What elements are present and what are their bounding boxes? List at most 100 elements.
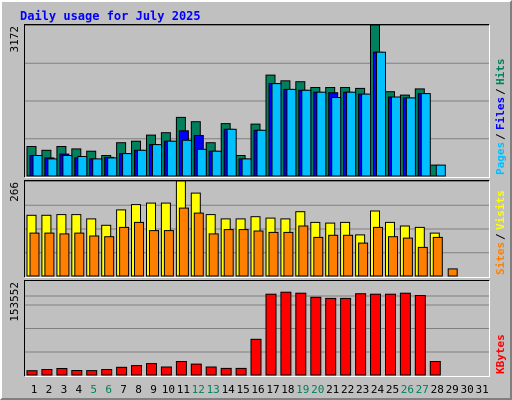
bar-pages-day-25: Pages 25: 1660 xyxy=(391,96,401,177)
bar-pages-day-12: Pages 12: 560 xyxy=(196,148,207,177)
x-label-day-23: 23 xyxy=(356,383,369,396)
x-label-day-20: 20 xyxy=(311,383,324,396)
x-label-day-18: 18 xyxy=(281,383,294,396)
bar-pages-day-3: Pages 3: 430 xyxy=(62,155,73,177)
bar-kbytes-day-7: KBytes 7: 14800 xyxy=(116,366,128,376)
bar-pages-day-17: Pages 17: 1940 xyxy=(271,83,282,177)
bar-pages-day-24: Pages 24: 2600 xyxy=(376,51,386,177)
legend-hits: Hits xyxy=(494,59,507,86)
bar-pages-day-6: Pages 6: 380 xyxy=(107,157,118,177)
bar-pages-day-10: Pages 10: 730 xyxy=(166,140,177,177)
bar-kbytes-day-9: KBytes 9: 22000 xyxy=(146,363,157,376)
bar-kbytes-day-13: KBytes 13: 15500 xyxy=(205,366,217,376)
bar-pages-day-27: Pages 27: 1730 xyxy=(420,93,431,177)
bar-pages-day-5: Pages 5: 360 xyxy=(92,158,103,177)
x-label-day-3: 3 xyxy=(61,383,68,396)
bar-sites-day-22: Sites 22: 114 xyxy=(343,234,354,277)
bar-kbytes-day-2: KBytes 2: 10700 xyxy=(41,369,53,376)
bar-sites-day-7: Sites 7: 136 xyxy=(119,226,130,277)
bar-pages-day-11: Pages 11: 750 xyxy=(181,139,192,177)
bar-pages-day-22: Pages 22: 1760 xyxy=(346,91,357,177)
x-label-day-14: 14 xyxy=(222,383,236,396)
x-label-day-15: 15 xyxy=(236,383,249,396)
bar-pages-day-13: Pages 13: 520 xyxy=(211,150,222,177)
bar-pages-day-16: Pages 16: 960 xyxy=(256,129,267,177)
legend-separator: / xyxy=(494,133,507,140)
bar-sites-day-17: Sites 17: 122 xyxy=(268,231,279,277)
bar-kbytes-day-25: KBytes 25: 156000 xyxy=(385,293,396,376)
bar-pages-day-4: Pages 4: 410 xyxy=(77,156,88,177)
bar-sites-day-23: Sites 23: 92 xyxy=(358,242,369,277)
bar-kbytes-day-8: KBytes 8: 18200 xyxy=(131,365,142,376)
bar-kbytes-day-4: KBytes 4: 8600 xyxy=(71,370,83,376)
x-label-day-6: 6 xyxy=(105,383,112,396)
legend-sites: Sites xyxy=(494,242,507,275)
bar-sites-day-13: Sites 13: 118 xyxy=(208,233,219,277)
bar-kbytes-day-18: KBytes 18: 160000 xyxy=(280,291,292,376)
x-label-day-7: 7 xyxy=(120,383,127,396)
x-label-day-2: 2 xyxy=(46,383,53,396)
bar-pages-day-2: Pages 2: 360 xyxy=(47,158,58,177)
bar-kbytes-day-3: KBytes 3: 12600 xyxy=(56,368,68,376)
bar-pages-day-14: Pages 14: 980 xyxy=(226,128,237,177)
x-label-day-1: 1 xyxy=(31,383,38,396)
bar-kbytes-day-11: KBytes 11: 26000 xyxy=(175,361,187,376)
bar-pages-day-8: Pages 8: 540 xyxy=(137,149,147,177)
bar-sites-day-5: Sites 5: 112 xyxy=(89,235,100,277)
bar-pages-day-1: Pages 1: 430 xyxy=(32,155,43,177)
bar-sites-day-10: Sites 10: 127 xyxy=(163,230,174,277)
x-label-day-27: 27 xyxy=(416,383,429,396)
bar-sites-day-9: Sites 9: 127 xyxy=(149,230,159,277)
x-label-day-24: 24 xyxy=(371,383,385,396)
visits-sites-panel: 266Visits 1: 170Visits 2: 170Visits 3: 1… xyxy=(8,180,490,278)
x-label-day-25: 25 xyxy=(386,383,399,396)
x-label-day-28: 28 xyxy=(431,383,444,396)
legend-separator: / xyxy=(494,233,507,240)
x-label-day-31: 31 xyxy=(475,383,488,396)
legend-separator: / xyxy=(494,88,507,95)
kbytes-panel: 153552KBytes 1: 8400KBytes 2: 10700KByte… xyxy=(8,280,490,377)
bar-pages-day-26: Pages 26: 1640 xyxy=(405,97,416,177)
x-label-day-9: 9 xyxy=(150,383,157,396)
bar-sites-day-19: Sites 19: 140 xyxy=(298,225,309,277)
bar-sites-day-15: Sites 15: 130 xyxy=(238,229,249,277)
x-label-day-29: 29 xyxy=(446,383,459,396)
bar-sites-day-28: Sites 28: 108 xyxy=(432,236,443,277)
bar-kbytes-day-23: KBytes 23: 157000 xyxy=(355,293,367,376)
bar-pages-day-20: Pages 20: 1760 xyxy=(316,91,327,177)
x-label-day-12: 12 xyxy=(192,383,205,396)
x-label-day-21: 21 xyxy=(326,383,339,396)
bar-sites-day-11: Sites 11: 190 xyxy=(178,207,189,277)
bar-sites-day-8: Sites 8: 150 xyxy=(134,221,144,277)
bar-sites-day-1: Sites 1: 120 xyxy=(29,232,40,277)
bar-kbytes-day-14: KBytes 14: 12700 xyxy=(220,367,232,376)
bar-sites-day-21: Sites 21: 114 xyxy=(328,234,339,277)
bar-kbytes-day-21: KBytes 21: 148000 xyxy=(325,297,337,376)
hits-files-pages-max-label: 3172 xyxy=(8,26,21,53)
x-label-day-26: 26 xyxy=(401,383,414,396)
x-label-day-5: 5 xyxy=(90,383,97,396)
bar-kbytes-day-10: KBytes 10: 15500 xyxy=(160,366,172,376)
bar-kbytes-day-27: KBytes 27: 153552 xyxy=(414,295,426,376)
bar-pages-day-7: Pages 7: 470 xyxy=(122,153,133,177)
x-label-day-16: 16 xyxy=(251,383,264,396)
bar-sites-day-29: Sites 29: 20 xyxy=(447,268,458,277)
bar-kbytes-day-28: KBytes 28: 26000 xyxy=(429,361,441,376)
x-label-day-10: 10 xyxy=(162,383,175,396)
bar-kbytes-day-5: KBytes 5: 8500 xyxy=(86,370,98,376)
bar-pages-day-28: Pages 28: 230 xyxy=(435,164,446,177)
bar-sites-day-27: Sites 27: 80 xyxy=(417,246,428,277)
bar-sites-day-14: Sites 14: 130 xyxy=(223,229,234,277)
bar-pages-day-18: Pages 18: 1820 xyxy=(286,88,297,177)
x-label-day-11: 11 xyxy=(177,383,190,396)
bar-pages-day-23: Pages 23: 1720 xyxy=(361,93,372,177)
bar-kbytes-day-16: KBytes 16: 69000 xyxy=(250,338,262,376)
bar-pages-day-21: Pages 21: 1650 xyxy=(331,97,342,177)
x-label-day-22: 22 xyxy=(341,383,354,396)
bar-pages-day-9: Pages 9: 660 xyxy=(152,144,162,177)
bar-kbytes-day-6: KBytes 6: 10700 xyxy=(101,369,113,376)
bar-kbytes-day-12: KBytes 12: 21000 xyxy=(190,363,202,376)
bar-sites-day-4: Sites 4: 120 xyxy=(74,232,85,277)
